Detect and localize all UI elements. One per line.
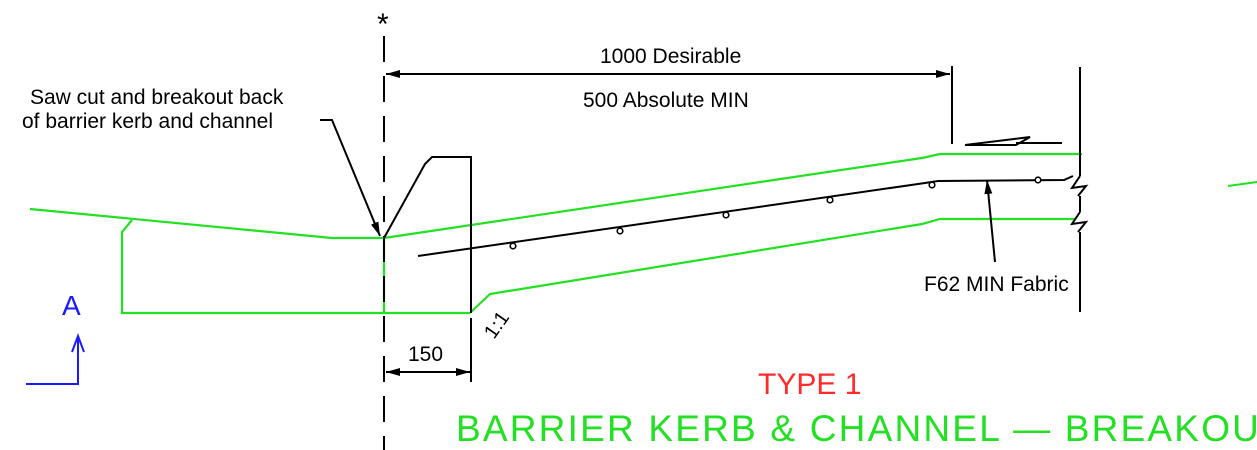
new-bottom-surface [469,217,1076,314]
fabric-label: F62 MIN Fabric [924,273,1069,296]
fall-arrow-symbol [964,136,1062,146]
asterisk-label: * [377,8,389,41]
next-section-stub [1227,181,1257,187]
section-marker-label: A [62,290,81,321]
fabric-bars [509,176,1042,250]
new-top-surface [383,152,1082,240]
reinforcing-fabric [417,175,1074,257]
drawing-title: BARRIER KERB & CHANNEL — BREAKOUT [456,408,1257,449]
dim-desirable-label: 1000 Desirable [600,45,741,68]
dim-absolute-label: 500 Absolute MIN [583,89,749,112]
slab-end [1069,67,1089,312]
saw-cut-note-line2: of barrier kerb and channel [22,110,273,133]
saw-cut-leader [320,119,381,237]
existing-kerb [383,156,472,313]
section-marker [26,333,85,385]
fabric-leader [984,179,996,263]
kerb-profile [383,156,472,313]
left-road-surface [29,207,384,240]
saw-cut-note-line1: Saw cut and breakout back [30,86,284,109]
left-base-block [120,219,332,315]
slope-label: 1:1 [480,307,514,342]
type-label: TYPE 1 [758,368,861,401]
pavement-outline [29,152,1082,315]
dim-150-label: 150 [408,343,443,366]
